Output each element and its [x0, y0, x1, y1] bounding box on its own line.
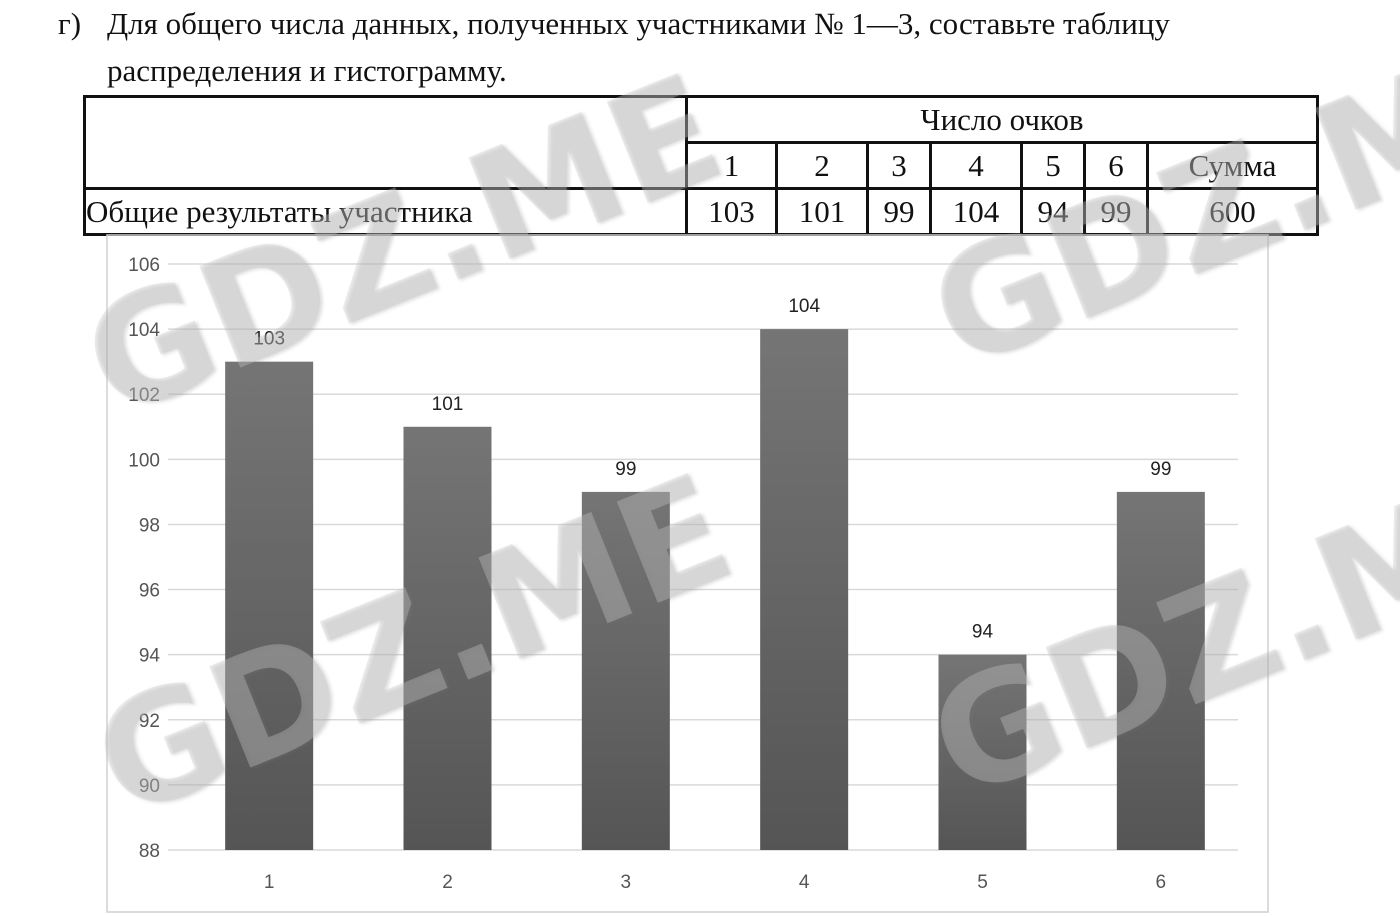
y-tick-label: 100 [128, 450, 160, 471]
x-tick-label: 2 [442, 872, 453, 893]
y-tick-label: 98 [139, 515, 160, 536]
task-marker: г) [58, 6, 82, 41]
distribution-table: Число очков 1 2 3 4 5 6 Сумма Общие результаты… [83, 95, 1319, 236]
value-cell: 99 [1083, 187, 1149, 236]
data-label: 99 [1150, 459, 1171, 480]
y-tick-label: 96 [139, 581, 160, 602]
y-tick-label: 102 [128, 385, 160, 406]
x-tick-label: 5 [977, 872, 988, 893]
column-header: 2 [775, 141, 869, 190]
value-cell: 104 [929, 187, 1023, 236]
x-tick-label: 4 [799, 872, 810, 893]
x-tick-label: 6 [1156, 872, 1167, 893]
y-tick-label: 94 [139, 646, 161, 667]
data-label: 94 [972, 622, 994, 643]
empty-header-cell [83, 95, 688, 190]
value-cell: 94 [1020, 187, 1086, 236]
value-cell: 600 [1146, 187, 1319, 236]
y-tick-label: 90 [139, 776, 160, 797]
task-text-line2: распределения и гистограмму. [107, 53, 507, 88]
value-cell: 103 [685, 187, 778, 236]
y-tick-label: 106 [128, 255, 160, 276]
data-label: 101 [432, 394, 464, 415]
bar [225, 361, 314, 850]
y-tick-label: 104 [128, 320, 160, 341]
task-text-line1: Для общего числа данных, полученных учас… [107, 6, 1170, 41]
bar [581, 491, 670, 850]
data-label: 104 [788, 296, 820, 317]
column-header: 3 [866, 141, 932, 190]
value-cell: 101 [775, 187, 869, 236]
x-tick-label: 1 [264, 872, 275, 893]
column-header: 5 [1020, 141, 1086, 190]
bar [760, 329, 849, 851]
group-header: Число очков [685, 95, 1319, 144]
chart-frame [106, 234, 1269, 913]
bar [1116, 491, 1205, 850]
data-label: 103 [253, 329, 285, 350]
value-cell: 99 [866, 187, 932, 236]
bar [403, 426, 492, 850]
column-header: 1 [685, 141, 778, 190]
y-tick-label: 92 [139, 711, 160, 732]
y-tick-label: 88 [139, 841, 160, 862]
data-label: 99 [615, 459, 636, 480]
column-header: 6 [1083, 141, 1149, 190]
row-label: Общие результаты участника [83, 187, 688, 236]
x-tick-label: 3 [621, 872, 632, 893]
bar [938, 654, 1027, 850]
column-header: 4 [929, 141, 1023, 190]
column-header: Сумма [1146, 141, 1319, 190]
